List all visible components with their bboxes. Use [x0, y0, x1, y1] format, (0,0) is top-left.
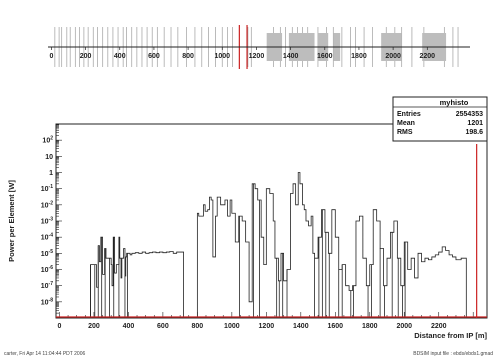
x-tick-label: 1800 — [362, 323, 378, 330]
y-axis-title: Power per Element [W] — [7, 180, 16, 262]
x-tick-label: 2200 — [431, 323, 447, 330]
layout-tick-label: 400 — [114, 53, 126, 60]
stats-frame — [392, 96, 488, 142]
power-histogram-panel: 10-8 10-7 10-6 10-5 10-4 10-3 10-2 10-1 1 10 102 0 2… — [7, 123, 488, 340]
plot-frame — [55, 123, 488, 319]
y-tick-label: 10-7 — [41, 281, 53, 290]
layout-tick-label: 1800 — [351, 53, 367, 60]
x-tick-label: 1400 — [293, 323, 309, 330]
layout-tick-label: 1400 — [283, 53, 299, 60]
beamline-layout-panel: 0 200 400 600 800 1000 1200 1400 1600 1800 2000 220… — [48, 25, 470, 69]
layout-tick-label: 2000 — [385, 53, 401, 60]
y-tick-label: 10-2 — [41, 200, 53, 209]
x-tick-label: 1600 — [327, 323, 343, 330]
stats-title: myhisto — [440, 98, 469, 107]
x-tick-label: 200 — [88, 323, 100, 330]
y-tick-label: 10-6 — [41, 265, 53, 274]
layout-tick-label: 2200 — [419, 53, 435, 60]
layout-tick-label: 0 — [49, 53, 53, 60]
stats-label: RMS — [397, 129, 413, 136]
stats-label: Entries — [397, 111, 421, 118]
y-tick-label: 10-5 — [41, 249, 53, 258]
stats-label: Mean — [397, 120, 415, 127]
layout-tick-label: 600 — [148, 53, 160, 60]
layout-tick-label: 1600 — [317, 53, 333, 60]
stats-box: myhisto Entries 2554353 Mean 1201 RMS 198.6 — [392, 96, 488, 142]
histogram-line — [90, 172, 467, 319]
y-tick-label: 10-8 — [41, 297, 53, 306]
x-tick-label: 600 — [157, 323, 169, 330]
footer-left: carter, Fri Apr 14 11:04:44 PDT 2006 — [4, 351, 85, 357]
footer-right: BDSIM input file : ebds/ebds1.gmad — [413, 351, 493, 357]
x-tick-label: 1200 — [259, 323, 275, 330]
y-tick-label: 1 — [49, 170, 53, 177]
layout-tick-label: 1200 — [249, 53, 265, 60]
y-tick-label: 10-3 — [41, 217, 53, 226]
x-tick-label: 800 — [192, 323, 204, 330]
layout-tick-label: 800 — [182, 53, 194, 60]
x-tick-label: 2000 — [396, 323, 412, 330]
stats-value: 2554353 — [456, 111, 483, 118]
layout-tick-label: 200 — [80, 53, 92, 60]
layout-tick-label: 1000 — [214, 53, 230, 60]
x-tick-label: 400 — [123, 323, 135, 330]
x-tick-label: 1000 — [224, 323, 240, 330]
y-tick-label: 10-4 — [41, 233, 53, 242]
x-axis-title: Distance from IP [m] — [414, 331, 487, 340]
y-tick-label: 10 — [45, 154, 53, 161]
y-tick-label: 10-1 — [41, 184, 53, 193]
stats-value: 198.6 — [465, 129, 483, 136]
stats-value: 1201 — [467, 120, 483, 127]
x-tick-label: 0 — [57, 323, 61, 330]
y-tick-label: 102 — [42, 136, 53, 145]
